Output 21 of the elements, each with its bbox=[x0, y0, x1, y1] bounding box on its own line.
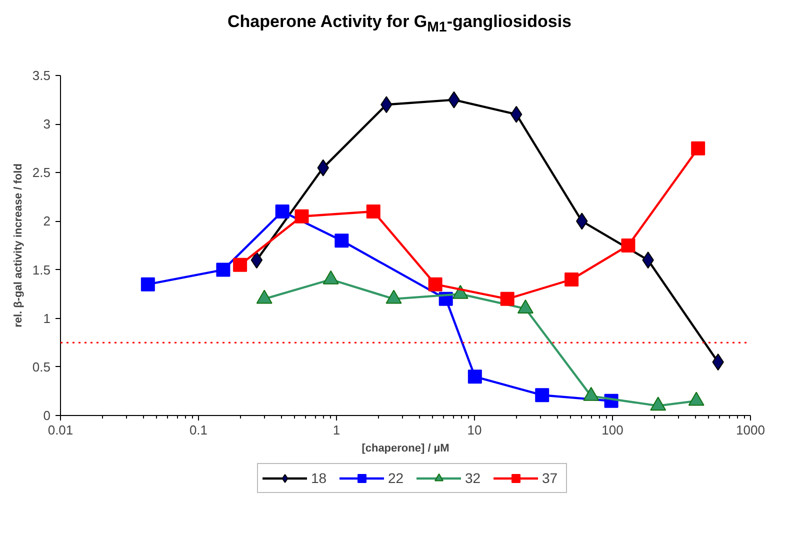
x-tick-label: 100 bbox=[602, 422, 624, 438]
legend-label: 37 bbox=[542, 470, 559, 486]
x-tick-label: 1 bbox=[332, 422, 340, 438]
x-tick-label: 0.01 bbox=[48, 422, 74, 438]
y-tick-label: 2 bbox=[43, 214, 51, 229]
legend-label: 18 bbox=[311, 470, 328, 486]
legend-label: 32 bbox=[465, 470, 482, 486]
x-tick-label: 0.1 bbox=[189, 422, 208, 438]
y-tick-label: 3 bbox=[43, 116, 51, 132]
y-axis-title: rel. β-gal activity increase / fold bbox=[12, 164, 24, 328]
x-axis-title: [chaperone] / µM bbox=[362, 442, 450, 454]
y-tick-label: 2.5 bbox=[32, 165, 51, 180]
y-tick-label: 1.5 bbox=[32, 262, 51, 278]
chart-title: Chaperone Activity for G$_{M1}$-gangliosidosis bbox=[228, 11, 572, 38]
y-tick-label: 0 bbox=[43, 408, 51, 423]
y-tick-label: 3.5 bbox=[32, 68, 51, 83]
y-tick-label: 1 bbox=[43, 310, 51, 326]
x-tick-label: 10 bbox=[467, 422, 482, 438]
legend-label: 22 bbox=[388, 470, 405, 486]
y-tick-label: 0.5 bbox=[32, 359, 51, 374]
x-tick-label: 1000 bbox=[736, 422, 765, 438]
